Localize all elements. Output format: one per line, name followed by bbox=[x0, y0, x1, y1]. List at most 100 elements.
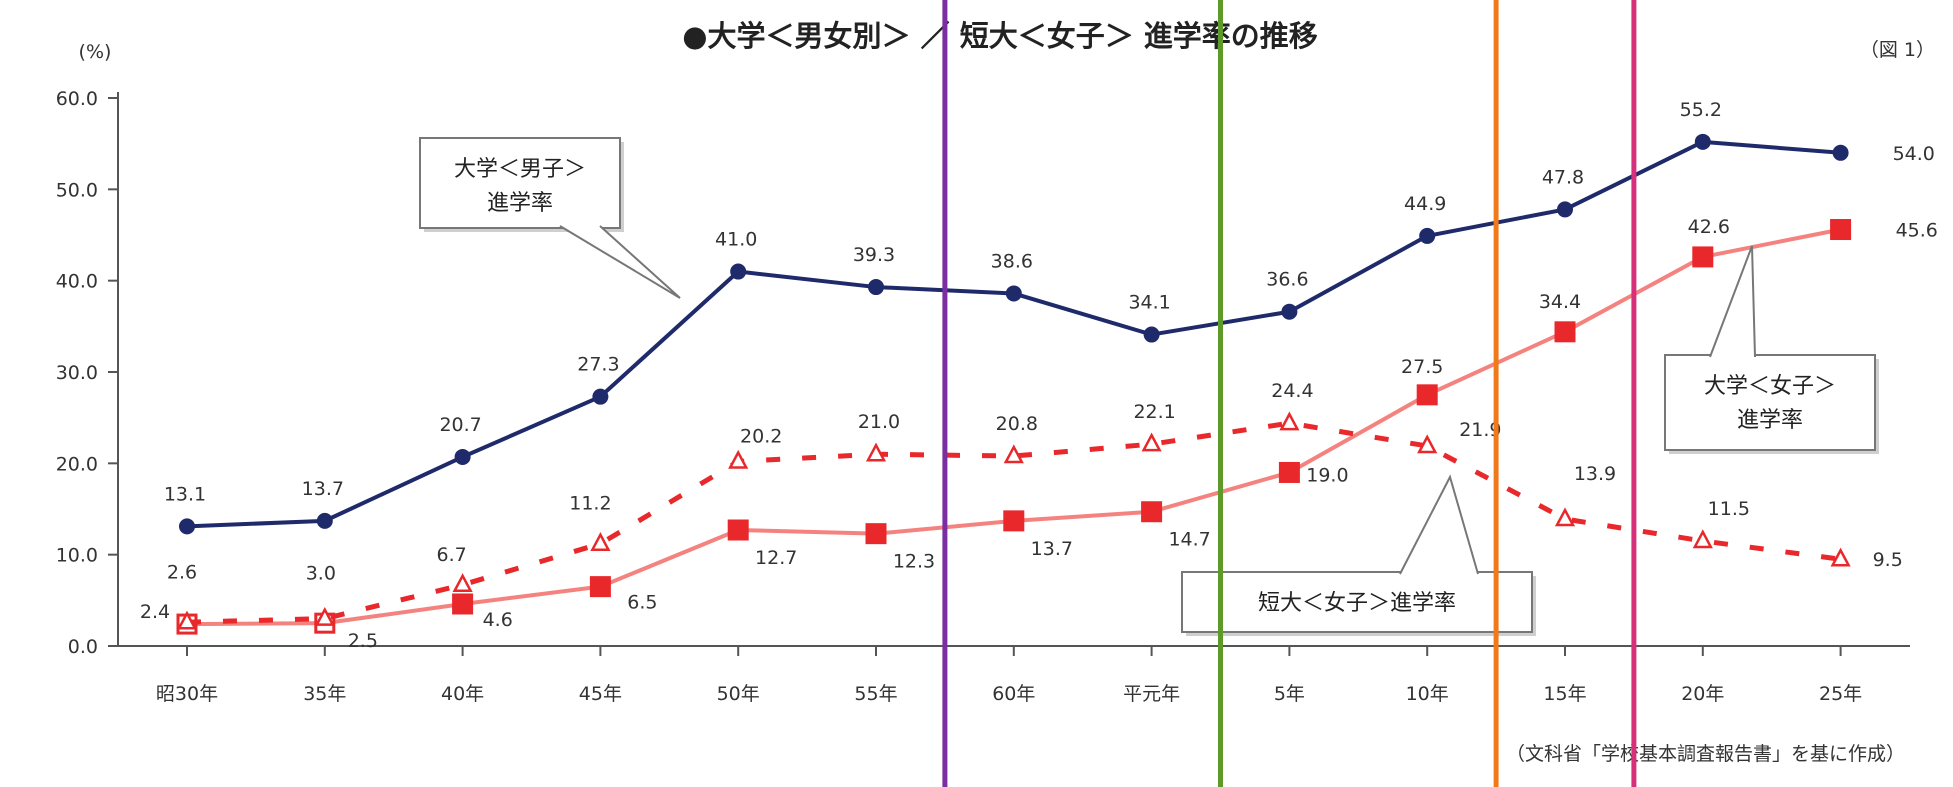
data-label: 39.3 bbox=[853, 244, 895, 266]
x-tick-label: 60年 bbox=[992, 683, 1035, 705]
data-label: 12.7 bbox=[755, 547, 797, 569]
data-point bbox=[454, 448, 471, 465]
callout-female-jc: 短大＜女子＞進学率 bbox=[1181, 474, 1536, 636]
data-label: 20.8 bbox=[996, 413, 1038, 435]
y-axis-unit: (%) bbox=[79, 41, 112, 63]
figure-label: （図 1） bbox=[1860, 39, 1935, 61]
data-label: 21.9 bbox=[1459, 419, 1501, 441]
callout-box bbox=[1181, 571, 1533, 633]
source-note: （文科省「学校基本調査報告書」を基に作成） bbox=[1506, 743, 1905, 765]
data-point bbox=[179, 518, 195, 535]
data-label: 3.0 bbox=[306, 563, 336, 585]
data-point bbox=[865, 442, 887, 462]
x-tick-label: 5年 bbox=[1274, 683, 1305, 705]
data-point bbox=[728, 449, 749, 469]
data-label: 42.6 bbox=[1688, 216, 1730, 238]
data-label: 11.5 bbox=[1708, 498, 1750, 520]
data-point bbox=[1832, 144, 1849, 161]
data-point bbox=[452, 593, 474, 615]
overlay-lines bbox=[942, 0, 1637, 787]
y-tick-label: 10.0 bbox=[56, 545, 98, 567]
data-label: 6.5 bbox=[627, 592, 657, 614]
series-layer: 13.1 13.7 20.7 27.3 41.0 39.3 38.6 34.1 36.6 44.9… bbox=[140, 99, 1938, 652]
data-label: 11.2 bbox=[569, 493, 611, 515]
data-label: 47.8 bbox=[1542, 166, 1584, 188]
data-label: 19.0 bbox=[1306, 464, 1348, 486]
x-tick-label: 55年 bbox=[854, 683, 897, 705]
y-tick-label: 0.0 bbox=[68, 636, 98, 658]
data-label: 13.7 bbox=[1031, 538, 1073, 560]
data-label: 36.6 bbox=[1266, 269, 1308, 291]
data-point bbox=[592, 388, 609, 405]
data-point bbox=[589, 576, 611, 598]
data-point bbox=[1557, 201, 1573, 218]
x-tick-label: 10年 bbox=[1406, 683, 1449, 705]
data-point bbox=[1692, 529, 1713, 549]
callout-pointer bbox=[1399, 474, 1479, 575]
chart-title: ●大学＜男女別＞ ／ 短大＜女子＞ 進学率の推移 bbox=[682, 19, 1318, 53]
data-label: 13.9 bbox=[1574, 463, 1616, 485]
axes bbox=[117, 92, 1910, 647]
data-label: 44.9 bbox=[1404, 193, 1446, 215]
data-point bbox=[1003, 510, 1025, 532]
callout-female-univ: 大学＜女子＞ 進学率 bbox=[1664, 245, 1879, 454]
y-tick-label: 60.0 bbox=[56, 88, 98, 110]
data-label: 4.6 bbox=[483, 609, 513, 631]
callout-pointer bbox=[1709, 245, 1756, 358]
data-point bbox=[452, 573, 473, 593]
x-axis-ticks: 昭30年 35年 40年 45年 50年 55年 60年 平元年 5年 10年 15年 20年 25年 bbox=[156, 646, 1862, 705]
data-label: 12.3 bbox=[893, 551, 935, 573]
data-label: 54.0 bbox=[1893, 143, 1935, 165]
data-point bbox=[1141, 501, 1163, 523]
series-female_univ: 2.4 2.5 4.6 6.5 12.7 12.3 13.7 14.7 19.0 27.5 34.4… bbox=[140, 216, 1938, 652]
callout-label: 短大＜女子＞進学率 bbox=[1258, 591, 1456, 616]
data-point bbox=[1692, 246, 1714, 268]
x-tick-label: 20年 bbox=[1681, 683, 1724, 705]
y-tick-label: 30.0 bbox=[56, 362, 98, 384]
data-label: 27.5 bbox=[1401, 356, 1443, 378]
y-tick-label: 20.0 bbox=[56, 453, 98, 475]
data-label: 24.4 bbox=[1271, 380, 1313, 402]
data-point bbox=[1417, 434, 1438, 454]
x-tick-label: 15年 bbox=[1543, 683, 1586, 705]
callout-label: 進学率 bbox=[487, 191, 553, 216]
data-point bbox=[1003, 444, 1024, 464]
data-label: 2.6 bbox=[167, 561, 197, 583]
data-point bbox=[1830, 547, 1851, 567]
x-tick-label: 50年 bbox=[717, 683, 760, 705]
data-point bbox=[1143, 326, 1160, 343]
y-tick-label: 50.0 bbox=[56, 179, 98, 201]
data-point bbox=[1419, 227, 1436, 244]
x-tick-label: 35年 bbox=[303, 683, 346, 705]
data-label: 34.4 bbox=[1539, 291, 1581, 313]
series-male: 13.1 13.7 20.7 27.3 41.0 39.3 38.6 34.1 36.6 44.9… bbox=[164, 99, 1935, 535]
data-label: 2.5 bbox=[348, 630, 378, 652]
data-label: 6.7 bbox=[436, 544, 466, 566]
data-point bbox=[590, 532, 611, 551]
data-label: 13.1 bbox=[164, 483, 206, 505]
data-label: 9.5 bbox=[1873, 549, 1903, 571]
data-point bbox=[730, 263, 747, 280]
data-point bbox=[727, 519, 749, 541]
callout-label: 大学＜女子＞ bbox=[1704, 374, 1836, 399]
data-point bbox=[316, 512, 333, 529]
data-point bbox=[1005, 285, 1022, 302]
data-label: 38.6 bbox=[991, 250, 1033, 272]
series-female_jc: 2.6 3.0 6.7 11.2 20.2 21.0 20.8 22.1 24.4 21.9 13.… bbox=[167, 380, 1903, 630]
data-label: 21.0 bbox=[858, 411, 900, 433]
data-label: 13.7 bbox=[302, 478, 344, 500]
callout-label: 大学＜男子＞ bbox=[454, 157, 586, 182]
data-label: 22.1 bbox=[1133, 401, 1175, 423]
callout-pointer bbox=[559, 225, 681, 299]
x-tick-label: 平元年 bbox=[1123, 683, 1180, 705]
x-tick-label: 40年 bbox=[441, 683, 484, 705]
y-tick-label: 40.0 bbox=[56, 271, 98, 293]
data-point bbox=[865, 523, 887, 545]
data-label: 20.2 bbox=[740, 426, 782, 448]
data-label: 55.2 bbox=[1680, 99, 1722, 121]
data-point bbox=[868, 279, 884, 296]
data-point bbox=[1416, 384, 1438, 406]
data-point bbox=[1278, 461, 1300, 483]
x-tick-label: 25年 bbox=[1819, 683, 1862, 705]
